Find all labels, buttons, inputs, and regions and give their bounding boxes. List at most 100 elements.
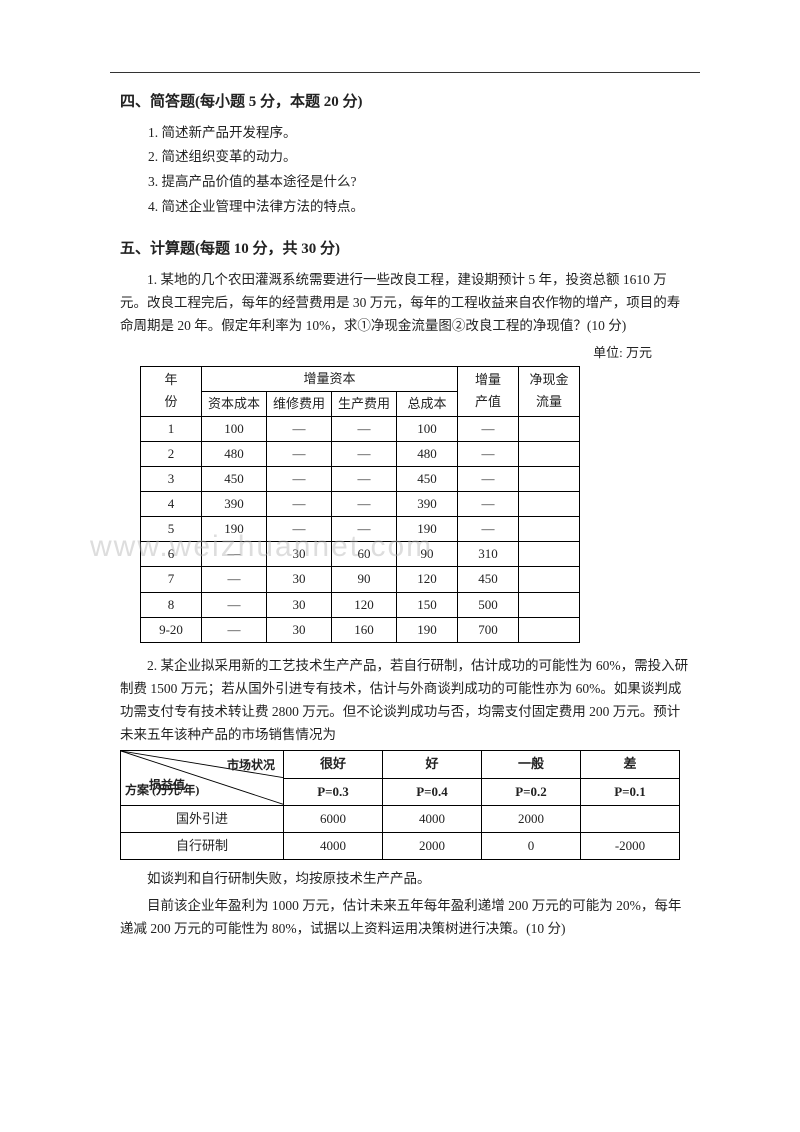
cell: 390 bbox=[202, 492, 267, 517]
col-p: P=0.2 bbox=[482, 778, 581, 805]
cell: 7 bbox=[141, 567, 202, 592]
table-row: 自行研制 4000 2000 0 -2000 bbox=[121, 832, 680, 859]
cell: — bbox=[332, 441, 397, 466]
cell: 30 bbox=[267, 617, 332, 642]
table-row: 7—3090120450 bbox=[141, 567, 580, 592]
table1: 年 份 增量资本 增量 产值 净现金 流量 资本成本 维修费用 生产费用 总成本 bbox=[140, 366, 580, 643]
cell bbox=[519, 592, 580, 617]
table-row: 4390——390— bbox=[141, 492, 580, 517]
cell bbox=[519, 542, 580, 567]
col-p: P=0.4 bbox=[383, 778, 482, 805]
th-inc-bot: 产值 bbox=[475, 394, 501, 409]
cell: 30 bbox=[267, 542, 332, 567]
cell: 100 bbox=[397, 416, 458, 441]
th-cash-bot: 流量 bbox=[536, 394, 562, 409]
table-row: 5190——190— bbox=[141, 517, 580, 542]
col-name: 一般 bbox=[482, 751, 581, 778]
cell: 310 bbox=[458, 542, 519, 567]
content: 四、简答题(每小题 5 分，本题 20 分) 1. 简述新产品开发程序。 2. … bbox=[120, 90, 690, 941]
cell: 3 bbox=[141, 467, 202, 492]
cell: -2000 bbox=[581, 832, 680, 859]
table-row: 9-20—30160190700 bbox=[141, 617, 580, 642]
cell: 2000 bbox=[383, 832, 482, 859]
q-item: 1. 简述新产品开发程序。 bbox=[148, 122, 690, 145]
cell: 0 bbox=[482, 832, 581, 859]
cell: 120 bbox=[397, 567, 458, 592]
cell: — bbox=[267, 517, 332, 542]
cell: — bbox=[202, 592, 267, 617]
cell: — bbox=[332, 467, 397, 492]
cell: — bbox=[458, 441, 519, 466]
unit-label: 单位: 万元 bbox=[120, 342, 652, 364]
cell: 450 bbox=[202, 467, 267, 492]
col-p: P=0.1 bbox=[581, 778, 680, 805]
section5-heading: 五、计算题(每题 10 分，共 30 分) bbox=[120, 237, 690, 263]
th-inc: 增量 产值 bbox=[458, 366, 519, 416]
cell: 450 bbox=[458, 567, 519, 592]
cell: — bbox=[267, 492, 332, 517]
cell: 190 bbox=[202, 517, 267, 542]
cell: — bbox=[458, 517, 519, 542]
cell: — bbox=[202, 542, 267, 567]
th-capital: 增量资本 bbox=[202, 366, 458, 391]
section4-list: 1. 简述新产品开发程序。 2. 简述组织变革的动力。 3. 提高产品价值的基本… bbox=[148, 122, 690, 220]
cell bbox=[519, 617, 580, 642]
row-label: 国外引进 bbox=[121, 805, 284, 832]
cell: — bbox=[458, 492, 519, 517]
cell: — bbox=[458, 467, 519, 492]
cell bbox=[519, 517, 580, 542]
diag-bot: 方案 (万元/年) bbox=[125, 780, 199, 800]
th-cap1: 资本成本 bbox=[202, 391, 267, 416]
cell: 480 bbox=[397, 441, 458, 466]
cell: 6000 bbox=[284, 805, 383, 832]
cell: 9-20 bbox=[141, 617, 202, 642]
cell bbox=[519, 441, 580, 466]
cell: — bbox=[267, 416, 332, 441]
cell bbox=[519, 492, 580, 517]
q-item: 2. 简述组织变革的动力。 bbox=[148, 146, 690, 169]
q1-text: 1. 某地的几个农田灌溉系统需要进行一些改良工程，建设期预计 5 年，投资总额 … bbox=[120, 269, 690, 338]
cell: — bbox=[267, 441, 332, 466]
top-rule bbox=[110, 72, 700, 73]
th-cap3: 生产费用 bbox=[332, 391, 397, 416]
cell bbox=[519, 416, 580, 441]
cell: — bbox=[202, 617, 267, 642]
th-cap4: 总成本 bbox=[397, 391, 458, 416]
page: www.weizhuannet.com 四、简答题(每小题 5 分，本题 20 … bbox=[0, 0, 800, 1132]
cell: — bbox=[202, 567, 267, 592]
diag-header: 市场状况 损益值 方案 (万元/年) bbox=[121, 751, 284, 805]
cell: 4000 bbox=[284, 832, 383, 859]
tail2: 目前该企业年盈利为 1000 万元，估计未来五年每年盈利递增 200 万元的可能… bbox=[120, 895, 690, 941]
cell: 190 bbox=[397, 517, 458, 542]
cell: 5 bbox=[141, 517, 202, 542]
cell: 1 bbox=[141, 416, 202, 441]
table-row: 8—30120150500 bbox=[141, 592, 580, 617]
cell: — bbox=[458, 416, 519, 441]
cell: 4000 bbox=[383, 805, 482, 832]
table-row: 3450——450— bbox=[141, 467, 580, 492]
q-item: 4. 简述企业管理中法律方法的特点。 bbox=[148, 196, 690, 219]
cell: 450 bbox=[397, 467, 458, 492]
th-year: 年 份 bbox=[141, 366, 202, 416]
cell: 190 bbox=[397, 617, 458, 642]
table-row: 1100——100— bbox=[141, 416, 580, 441]
cell: 30 bbox=[267, 567, 332, 592]
cell bbox=[519, 467, 580, 492]
th-cap2: 维修费用 bbox=[267, 391, 332, 416]
cell: 2 bbox=[141, 441, 202, 466]
cell bbox=[519, 567, 580, 592]
cell: 6 bbox=[141, 542, 202, 567]
col-name: 很好 bbox=[284, 751, 383, 778]
table2: 市场状况 损益值 方案 (万元/年) 很好 好 一般 差 P=0.3 P=0.4… bbox=[120, 750, 680, 859]
cell: 90 bbox=[332, 567, 397, 592]
table-row: 2480——480— bbox=[141, 441, 580, 466]
cell: 90 bbox=[397, 542, 458, 567]
q2-text: 2. 某企业拟采用新的工艺技术生产产品，若自行研制，估计成功的可能性为 60%，… bbox=[120, 655, 690, 747]
cell: 500 bbox=[458, 592, 519, 617]
cell: 30 bbox=[267, 592, 332, 617]
th-cash: 净现金 流量 bbox=[519, 366, 580, 416]
cell: — bbox=[332, 492, 397, 517]
col-name: 好 bbox=[383, 751, 482, 778]
cell: 480 bbox=[202, 441, 267, 466]
cell: 700 bbox=[458, 617, 519, 642]
